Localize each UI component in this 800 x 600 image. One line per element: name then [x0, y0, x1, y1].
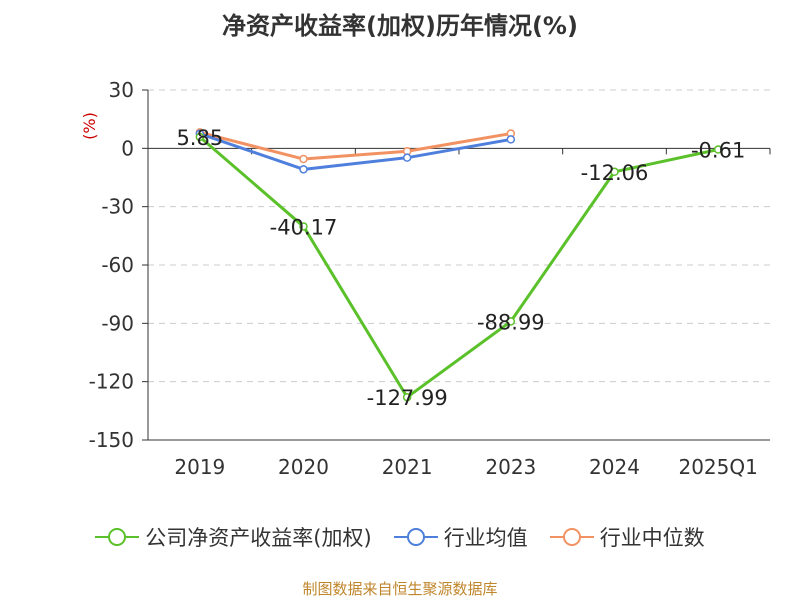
- legend-marker-icon: [393, 528, 438, 546]
- data-label: -12.06: [581, 161, 649, 185]
- data-point: [299, 222, 308, 231]
- y-tick-label: -90: [101, 311, 134, 335]
- data-label: -40.17: [270, 215, 338, 239]
- data-point: [610, 167, 619, 177]
- y-tick-label: -150: [89, 428, 134, 452]
- x-tick-label: 2025Q1: [678, 455, 757, 479]
- data-label: -0.61: [691, 139, 745, 163]
- x-tick-label: 2024: [589, 455, 640, 479]
- series-line-2: [199, 130, 512, 161]
- legend-label: 公司净资产收益率(加权): [145, 526, 372, 550]
- data-label: -127.99: [367, 386, 448, 410]
- legend-label: 行业均值: [443, 526, 528, 550]
- y-tick-label: 30: [109, 78, 134, 102]
- y-tick-label: -60: [101, 253, 134, 277]
- data-point: [299, 154, 308, 164]
- legend-label: 行业中位数: [599, 526, 705, 550]
- x-tick-label: 2023: [485, 455, 536, 479]
- y-axis-label: (%): [80, 112, 99, 140]
- legend-item-1[interactable]: 行业均值: [393, 522, 528, 552]
- legend: 公司净资产收益率(加权) 行业均值 行业中位数: [0, 520, 800, 554]
- y-tick-label: -30: [101, 195, 134, 219]
- data-point: [506, 317, 516, 326]
- data-point: [713, 145, 723, 154]
- legend-marker-icon: [549, 528, 594, 546]
- y-tick-label: -120: [89, 370, 134, 394]
- data-point: [402, 392, 412, 402]
- data-point: [402, 153, 412, 162]
- x-tick-label: 2020: [278, 455, 329, 479]
- data-label: -88.99: [477, 310, 545, 334]
- x-tick-label: 2021: [382, 455, 433, 479]
- data-label: 5.85: [176, 126, 223, 150]
- legend-item-2[interactable]: 行业中位数: [549, 522, 705, 552]
- y-tick-label: 0: [121, 136, 134, 160]
- data-point: [299, 165, 308, 174]
- legend-marker-icon: [95, 528, 140, 546]
- legend-item-0[interactable]: 公司净资产收益率(加权): [95, 522, 372, 552]
- series-line-0: [198, 135, 719, 399]
- data-point: [506, 135, 516, 144]
- chart-title: 净资产收益率(加权)历年情况(%): [222, 12, 578, 40]
- series-line-1: [199, 132, 512, 171]
- source-note: 制图数据来自恒生聚源数据库: [302, 580, 498, 598]
- data-point: [195, 132, 205, 142]
- x-tick-label: 2019: [174, 455, 225, 479]
